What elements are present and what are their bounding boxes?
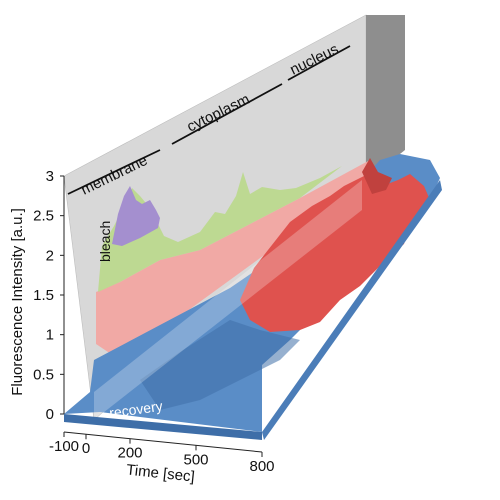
x-tick-label: 500 xyxy=(183,451,208,468)
floor-right xyxy=(262,180,442,440)
prebleach-green-band xyxy=(98,166,342,292)
x-axis-line xyxy=(63,431,263,453)
x-tick-label: -100 xyxy=(49,438,79,455)
red-surface xyxy=(240,172,430,332)
front-plane xyxy=(94,180,362,420)
x-tick-label: 800 xyxy=(249,458,274,475)
prebleach-purple-peak xyxy=(112,186,160,246)
red-surface-highlight xyxy=(362,158,392,194)
recovery-label: recovery xyxy=(108,398,163,421)
prebleach-red-band xyxy=(96,160,370,360)
y-tick-label: 1 xyxy=(46,327,54,344)
x-tick-label: 200 xyxy=(117,445,142,462)
y-ticks: 0 0.5 1 1.5 2 2.5 3 xyxy=(33,168,64,423)
floor-front xyxy=(64,414,262,440)
x-tick-label: 0 xyxy=(82,440,90,457)
y-tick-label: 0 xyxy=(46,406,54,423)
x-ticks: -100 0 200 500 800 xyxy=(49,432,275,475)
y-axis-title: Fluorescence Intensity [a.u.] xyxy=(9,208,26,396)
y-tick-label: 3 xyxy=(46,168,54,185)
y-tick-label: 0.5 xyxy=(33,366,54,383)
y-tick-label: 2.5 xyxy=(33,208,54,225)
back-wall xyxy=(366,15,405,181)
y-tick-label: 1.5 xyxy=(33,287,54,304)
y-tick-label: 2 xyxy=(46,247,54,264)
blue-ridge-shadow xyxy=(140,320,300,410)
bleach-label: bleach xyxy=(97,221,113,262)
